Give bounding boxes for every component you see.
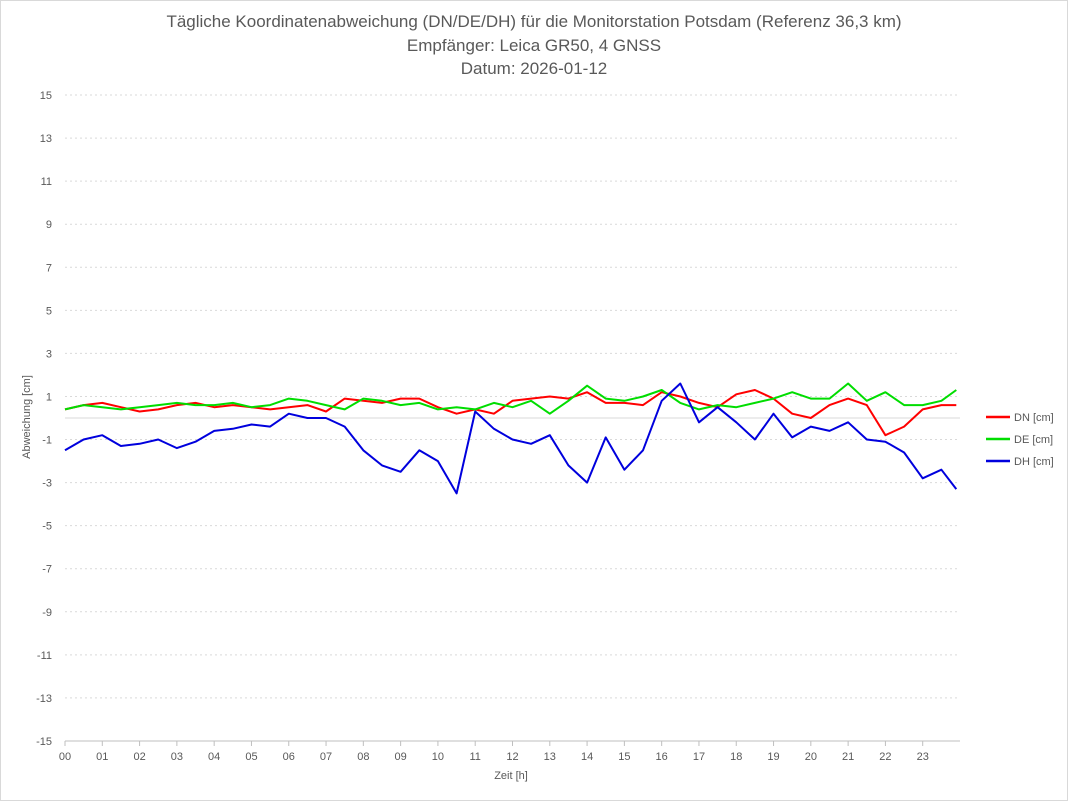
chart-title: Tägliche Koordinatenabweichung (DN/DE/DH… — [166, 12, 902, 31]
chart-subtitle: Empfänger: Leica GR50, 4 GNSS — [406, 36, 662, 55]
x-tick-label: 04 — [208, 751, 220, 763]
y-tick-label: 9 — [46, 219, 52, 231]
x-tick-label: 22 — [879, 751, 891, 763]
x-tick-label: 18 — [730, 751, 742, 763]
x-tick-label: 02 — [133, 751, 145, 763]
y-tick-label: -1 — [42, 435, 52, 447]
x-tick-label: 16 — [656, 751, 668, 763]
legend-entry: DH [cm] — [1014, 456, 1054, 468]
x-tick-label: 06 — [283, 751, 295, 763]
x-tick-label: 08 — [357, 751, 369, 763]
y-tick-label: -7 — [42, 564, 52, 576]
x-tick-label: 00 — [59, 751, 71, 763]
y-tick-label: 15 — [40, 90, 52, 102]
x-axis-label: Zeit [h] — [494, 770, 528, 782]
y-tick-label: 7 — [46, 262, 52, 274]
x-tick-label: 12 — [506, 751, 518, 763]
y-axis-label: Abweichung [cm] — [21, 375, 33, 459]
x-tick-label: 15 — [618, 751, 630, 763]
x-tick-label: 19 — [767, 751, 779, 763]
x-tick-label: 09 — [395, 751, 407, 763]
legend-entry: DE [cm] — [1014, 434, 1053, 446]
y-tick-label: -9 — [42, 607, 52, 619]
y-tick-label: -5 — [42, 521, 52, 533]
gridlines — [65, 94, 960, 742]
series-lines — [64, 382, 958, 495]
x-tick-label: 07 — [320, 751, 332, 763]
y-tick-label: -3 — [42, 478, 52, 490]
x-tick-label: 23 — [917, 751, 929, 763]
x-tick-label: 13 — [544, 751, 556, 763]
y-tick-label: -11 — [37, 650, 52, 662]
chart-date: Datum: 2026-01-12 — [460, 59, 608, 78]
legend-entry: DN [cm] — [1014, 412, 1054, 424]
y-tick-label: 11 — [41, 176, 52, 188]
series-line-de — [64, 382, 957, 415]
series-line-dh — [64, 382, 958, 495]
y-tick-label: 1 — [46, 391, 52, 403]
y-tick-label: 3 — [46, 348, 52, 360]
x-tick-label: 05 — [245, 751, 257, 763]
x-tick-label: 10 — [432, 751, 444, 763]
y-tick-label: 13 — [40, 133, 52, 145]
y-tick-label: -15 — [36, 736, 52, 748]
x-tick-label: 20 — [805, 751, 817, 763]
legend: DN [cm] DE [cm] DH [cm] — [986, 412, 1054, 468]
x-tick-label: 11 — [469, 751, 480, 763]
x-tick-label: 14 — [581, 751, 593, 763]
x-tick-label: 17 — [693, 751, 705, 763]
x-axis-ticks: 00 01 02 03 04 05 06 07 08 09 10 11 12 13 14 15 16 17 18 19… — [59, 741, 929, 763]
x-tick-label: 03 — [171, 751, 183, 763]
y-tick-label: -13 — [36, 693, 52, 705]
x-tick-label: 01 — [96, 751, 108, 763]
y-tick-label: 5 — [46, 305, 52, 317]
series-line-dn — [64, 389, 957, 437]
x-tick-label: 21 — [842, 751, 854, 763]
